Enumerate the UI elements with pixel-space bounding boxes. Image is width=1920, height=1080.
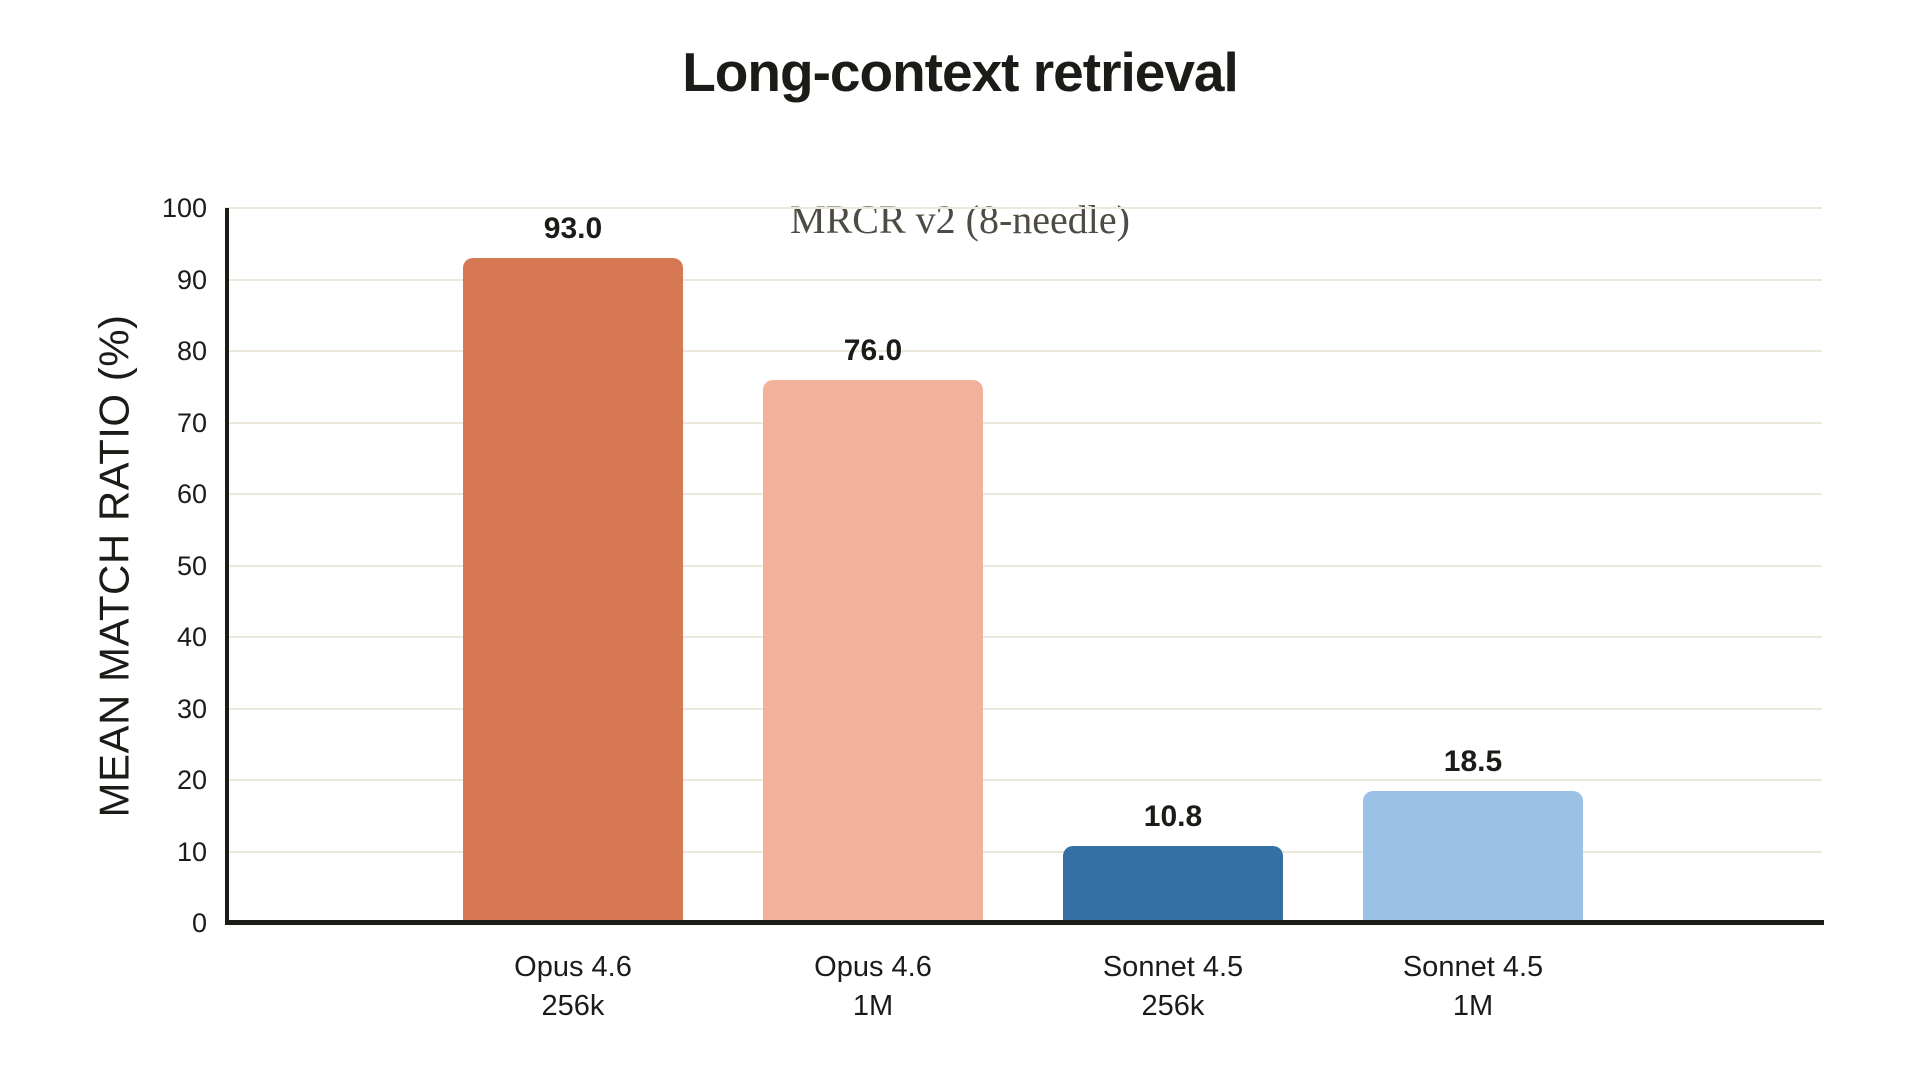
gridline [225,493,1822,495]
gridline [225,421,1822,424]
category-model-name: Sonnet 4.5 [1402,951,1544,983]
gridline [225,564,1822,567]
category-label: Opus 4.6 1M [723,948,1023,1026]
gridline [225,707,1822,710]
category-model-name: Opus 4.6 [514,951,632,983]
category-label: Sonnet 4.5 1M [1323,948,1623,1026]
category-label: Sonnet 4.5 256k [1023,948,1323,1026]
bar-value-label: 76.0 [843,333,903,367]
gridline [225,850,1822,853]
bar-2 [1063,845,1283,923]
gridline [225,636,1822,638]
category-context-size: 256k [1141,990,1205,1022]
bar-value-label: 93.0 [543,212,603,246]
category-context-size: 1M [1452,990,1494,1022]
gridline [225,207,1822,209]
gridline [225,350,1822,352]
y-tick-label: 60 [176,479,207,509]
y-tick-label: 20 [176,765,207,795]
y-tick-label: 40 [176,622,207,652]
category-model-name: Sonnet 4.5 [1102,951,1244,983]
y-tick-label: 90 [176,264,207,295]
bar-value-label: 18.5 [1443,744,1503,778]
y-tick-label: 70 [176,407,207,438]
category-context-size: 1M [852,990,894,1022]
bar-3 [1363,790,1583,923]
gridline [225,779,1822,781]
y-tick-label: 30 [176,693,207,724]
y-tick-label: 100 [161,193,207,223]
y-axis-line [225,208,229,923]
x-axis-line [225,920,1824,925]
category-context-size: 256k [541,990,605,1022]
y-tick-label: 50 [176,550,207,581]
category-model-name: Opus 4.6 [814,951,932,983]
chart-title: Long-context retrieval [682,41,1239,103]
y-tick-label: 0 [191,908,207,938]
category-label: Opus 4.6 256k [423,948,723,1026]
bar-value-label: 10.8 [1143,799,1203,833]
bar-0 [463,258,683,923]
gridline [225,278,1822,281]
y-tick-label: 10 [176,836,207,867]
y-tick-label: 80 [176,336,207,366]
plot-area: 93.0 76.0 10.8 18.5 [225,207,1824,925]
bar-1 [763,379,983,923]
chart-subtitle: MRCR v2 (8-needle) [790,197,1130,242]
